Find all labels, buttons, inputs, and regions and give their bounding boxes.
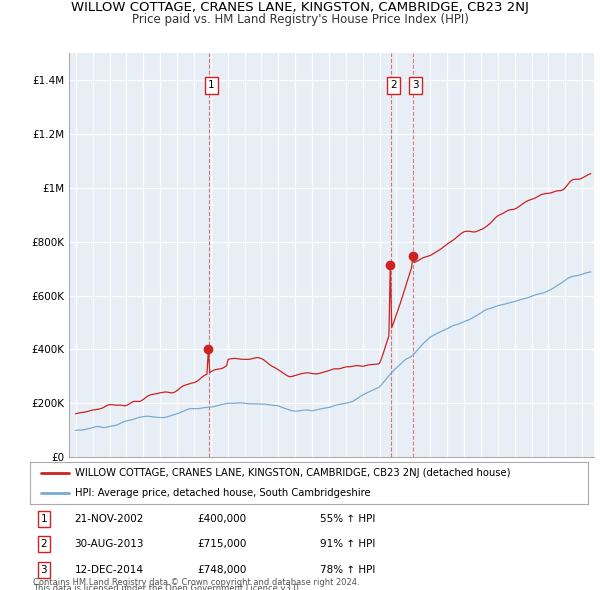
Text: This data is licensed under the Open Government Licence v3.0.: This data is licensed under the Open Gov… [33, 584, 301, 590]
Text: 2: 2 [41, 539, 47, 549]
Text: £748,000: £748,000 [197, 565, 247, 575]
Text: 55% ↑ HPI: 55% ↑ HPI [320, 514, 376, 524]
Text: HPI: Average price, detached house, South Cambridgeshire: HPI: Average price, detached house, Sout… [74, 488, 370, 498]
Text: 1: 1 [208, 80, 215, 90]
Text: WILLOW COTTAGE, CRANES LANE, KINGSTON, CAMBRIDGE, CB23 2NJ: WILLOW COTTAGE, CRANES LANE, KINGSTON, C… [71, 1, 529, 14]
Text: Contains HM Land Registry data © Crown copyright and database right 2024.: Contains HM Land Registry data © Crown c… [33, 578, 359, 587]
Text: 2: 2 [390, 80, 397, 90]
Text: 30-AUG-2013: 30-AUG-2013 [74, 539, 144, 549]
Text: WILLOW COTTAGE, CRANES LANE, KINGSTON, CAMBRIDGE, CB23 2NJ (detached house): WILLOW COTTAGE, CRANES LANE, KINGSTON, C… [74, 468, 510, 478]
Text: 21-NOV-2002: 21-NOV-2002 [74, 514, 144, 524]
Text: £715,000: £715,000 [197, 539, 247, 549]
Text: 1: 1 [41, 514, 47, 524]
Text: 3: 3 [412, 80, 419, 90]
Text: £400,000: £400,000 [197, 514, 247, 524]
Text: 78% ↑ HPI: 78% ↑ HPI [320, 565, 376, 575]
Text: 91% ↑ HPI: 91% ↑ HPI [320, 539, 376, 549]
Text: 3: 3 [41, 565, 47, 575]
Text: Price paid vs. HM Land Registry's House Price Index (HPI): Price paid vs. HM Land Registry's House … [131, 13, 469, 26]
Text: 12-DEC-2014: 12-DEC-2014 [74, 565, 143, 575]
